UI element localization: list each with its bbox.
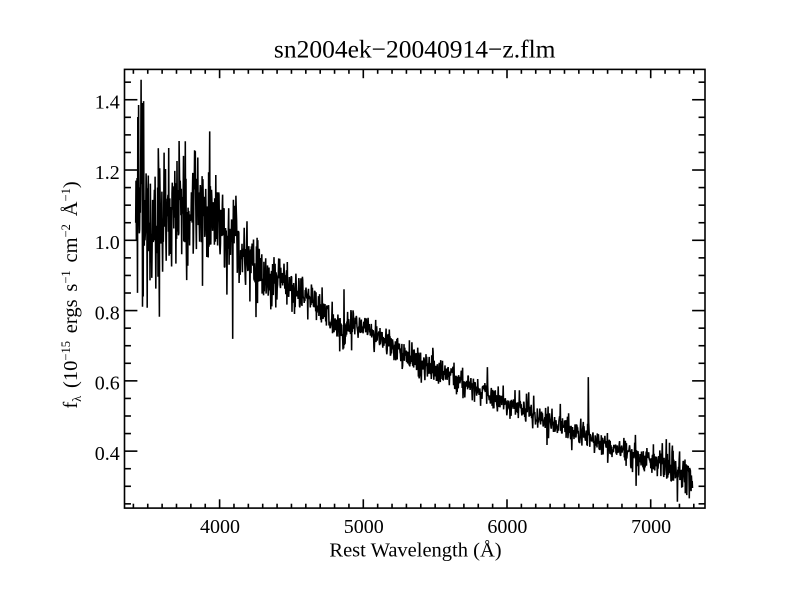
svg-text:sn2004ek−20040914−z.flm: sn2004ek−20040914−z.flm: [274, 35, 556, 64]
svg-text:5000: 5000: [344, 516, 384, 538]
svg-text:1.4: 1.4: [95, 92, 120, 114]
svg-text:0.4: 0.4: [95, 443, 120, 465]
svg-text:4000: 4000: [200, 516, 240, 538]
svg-text:0.6: 0.6: [95, 373, 120, 395]
svg-text:1.2: 1.2: [95, 162, 120, 184]
svg-text:7000: 7000: [631, 516, 671, 538]
svg-text:fλ (10−15 ergs s−1 cm−2 Å−1): fλ (10−15 ergs s−1 cm−2 Å−1): [59, 181, 84, 408]
svg-text:Rest Wavelength (Å): Rest Wavelength (Å): [329, 539, 501, 561]
svg-text:6000: 6000: [487, 516, 527, 538]
svg-text:1.0: 1.0: [95, 232, 120, 254]
svg-text:0.8: 0.8: [95, 302, 120, 324]
